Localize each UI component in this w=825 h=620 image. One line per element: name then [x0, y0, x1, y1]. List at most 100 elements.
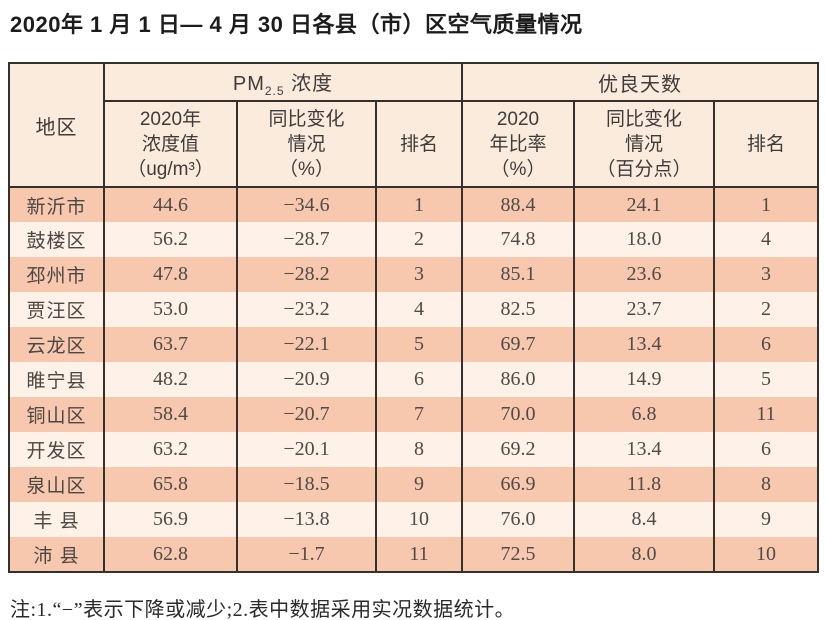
good-change-cell: 13.4	[573, 432, 715, 468]
good-rank-cell: 6	[712, 327, 820, 363]
good-change-cell: 23.7	[573, 292, 715, 328]
good-rate-cell: 66.9	[461, 467, 575, 503]
good-change-cell: 23.6	[573, 257, 715, 293]
good-rank-cell: 5	[712, 362, 820, 398]
region-cell: 邳州市	[8, 257, 105, 293]
page-title: 2020年 1 月 1 日— 4 月 30 日各县（市）区空气质量情况	[10, 12, 583, 37]
pm-value-cell: 53.0	[103, 292, 238, 328]
good-change-cell: 13.4	[573, 327, 715, 363]
pm-value-cell: 65.8	[103, 467, 238, 503]
region-cell: 泉山区	[8, 467, 105, 503]
good-rate-cell: 88.4	[461, 187, 575, 223]
pm-rank-cell: 4	[375, 292, 463, 328]
column-header-good-rate: 2020 年比率 （%）	[461, 100, 575, 189]
column-header-pm-change: 同比变化 情况 （%）	[236, 100, 377, 189]
good-change-cell: 6.8	[573, 397, 715, 433]
pm-value-cell: 63.2	[103, 432, 238, 468]
table-row: 新沂市 44.6 −34.6 1 88.4 24.1 1	[8, 187, 820, 223]
pm-change-cell: −20.9	[236, 362, 377, 398]
table-row: 云龙区 63.7 −22.1 5 69.7 13.4 6	[8, 327, 820, 363]
region-cell: 贾汪区	[8, 292, 105, 328]
pm-rank-cell: 8	[375, 432, 463, 468]
good-change-cell: 8.4	[573, 502, 715, 538]
footnote: 注:1.“−”表示下降或减少;2.表中数据采用实况数据统计。	[10, 599, 516, 620]
pm-rank-cell: 7	[375, 397, 463, 433]
header-row-subcolumns: 2020年 浓度值 （ug/m³） 同比变化 情况 （%） 排名 2020 年比…	[9, 100, 820, 189]
good-rank-cell: 11	[712, 397, 820, 433]
pm-change-cell: −1.7	[236, 537, 377, 573]
pm-value-cell: 63.7	[103, 327, 238, 363]
good-rate-cell: 70.0	[461, 397, 575, 433]
pm-value-cell: 44.6	[103, 187, 238, 223]
table-row: 丰 县 56.9 −13.8 10 76.0 8.4 9	[8, 502, 820, 538]
region-cell: 丰 县	[8, 502, 105, 538]
pm-change-cell: −34.6	[236, 187, 377, 223]
pm-change-cell: −13.8	[236, 502, 377, 538]
column-header-pm-rank: 排名	[375, 100, 463, 189]
good-change-cell: 8.0	[573, 537, 715, 573]
pm-change-cell: −20.1	[236, 432, 377, 468]
good-change-cell: 18.0	[573, 222, 715, 258]
good-rank-cell: 10	[712, 537, 820, 573]
good-rate-cell: 69.2	[461, 432, 575, 468]
table-body: 新沂市 44.6 −34.6 1 88.4 24.1 1 鼓楼区 56.2 −28.7 2 74.8 1…	[8, 187, 820, 573]
pm-rank-cell: 10	[375, 502, 463, 538]
pm-value-cell: 56.9	[103, 502, 238, 538]
region-cell: 云龙区	[8, 327, 105, 363]
column-header-pm-value: 2020年 浓度值 （ug/m³）	[103, 100, 238, 189]
pm-rank-cell: 6	[375, 362, 463, 398]
air-quality-table: 地区 PM2.5 浓度 优良天数 2020年 浓度值 （ug/m³） 同比变化 …	[8, 62, 820, 574]
region-cell: 铜山区	[8, 397, 105, 433]
pm-value-cell: 47.8	[103, 257, 238, 293]
good-change-cell: 14.9	[573, 362, 715, 398]
pm-value-cell: 58.4	[103, 397, 238, 433]
table-row: 邳州市 47.8 −28.2 3 85.1 23.6 3	[8, 257, 820, 293]
region-cell: 鼓楼区	[8, 222, 105, 258]
pm-change-cell: −18.5	[236, 467, 377, 503]
pm-change-cell: −28.2	[236, 257, 377, 293]
table-row: 开发区 63.2 −20.1 8 69.2 13.4 6	[8, 432, 820, 468]
pm-rank-cell: 11	[375, 537, 463, 573]
pm-rank-cell: 2	[375, 222, 463, 258]
pm-rank-cell: 1	[375, 187, 463, 223]
good-change-cell: 24.1	[573, 187, 715, 223]
good-rank-cell: 6	[712, 432, 820, 468]
good-rate-cell: 86.0	[461, 362, 575, 398]
column-group-good-days: 优良天数	[460, 62, 820, 103]
pm-rank-cell: 5	[375, 327, 463, 363]
table-row: 泉山区 65.8 −18.5 9 66.9 11.8 8	[8, 467, 820, 503]
table-row: 鼓楼区 56.2 −28.7 2 74.8 18.0 4	[8, 222, 820, 258]
table-row: 铜山区 58.4 −20.7 7 70.0 6.8 11	[8, 397, 820, 433]
region-cell: 沛 县	[8, 537, 105, 573]
pm-value-cell: 48.2	[103, 362, 238, 398]
region-cell: 睢宁县	[8, 362, 105, 398]
table-row: 睢宁县 48.2 −20.9 6 86.0 14.9 5	[8, 362, 820, 398]
region-cell: 开发区	[8, 432, 105, 468]
pm-change-cell: −22.1	[236, 327, 377, 363]
good-rank-cell: 3	[712, 257, 820, 293]
column-header-good-change: 同比变化 情况 （百分点）	[573, 100, 715, 189]
pm-change-cell: −23.2	[236, 292, 377, 328]
region-cell: 新沂市	[8, 187, 105, 223]
pm-rank-cell: 3	[375, 257, 463, 293]
good-rate-cell: 76.0	[461, 502, 575, 538]
good-rank-cell: 1	[712, 187, 820, 223]
pm25-label-prefix: PM	[232, 72, 265, 95]
good-rate-cell: 69.7	[461, 327, 575, 363]
good-change-cell: 11.8	[573, 467, 715, 503]
table-header: 地区 PM2.5 浓度 优良天数 2020年 浓度值 （ug/m³） 同比变化 …	[8, 62, 820, 189]
pm25-subscript: 2.5	[264, 83, 285, 98]
table-row: 贾汪区 53.0 −23.2 4 82.5 23.7 2	[8, 292, 820, 328]
good-rank-cell: 4	[712, 222, 820, 258]
good-rank-cell: 8	[712, 467, 820, 503]
pm-rank-cell: 9	[375, 467, 463, 503]
pm-change-cell: −28.7	[236, 222, 377, 258]
good-rank-cell: 9	[712, 502, 820, 538]
good-rate-cell: 85.1	[461, 257, 575, 293]
pm-value-cell: 62.8	[103, 537, 238, 573]
column-group-pm25: PM2.5 浓度	[103, 62, 463, 103]
pm-value-cell: 56.2	[103, 222, 238, 258]
column-header-region: 地区	[8, 62, 105, 189]
column-header-good-rank: 排名	[712, 100, 820, 189]
